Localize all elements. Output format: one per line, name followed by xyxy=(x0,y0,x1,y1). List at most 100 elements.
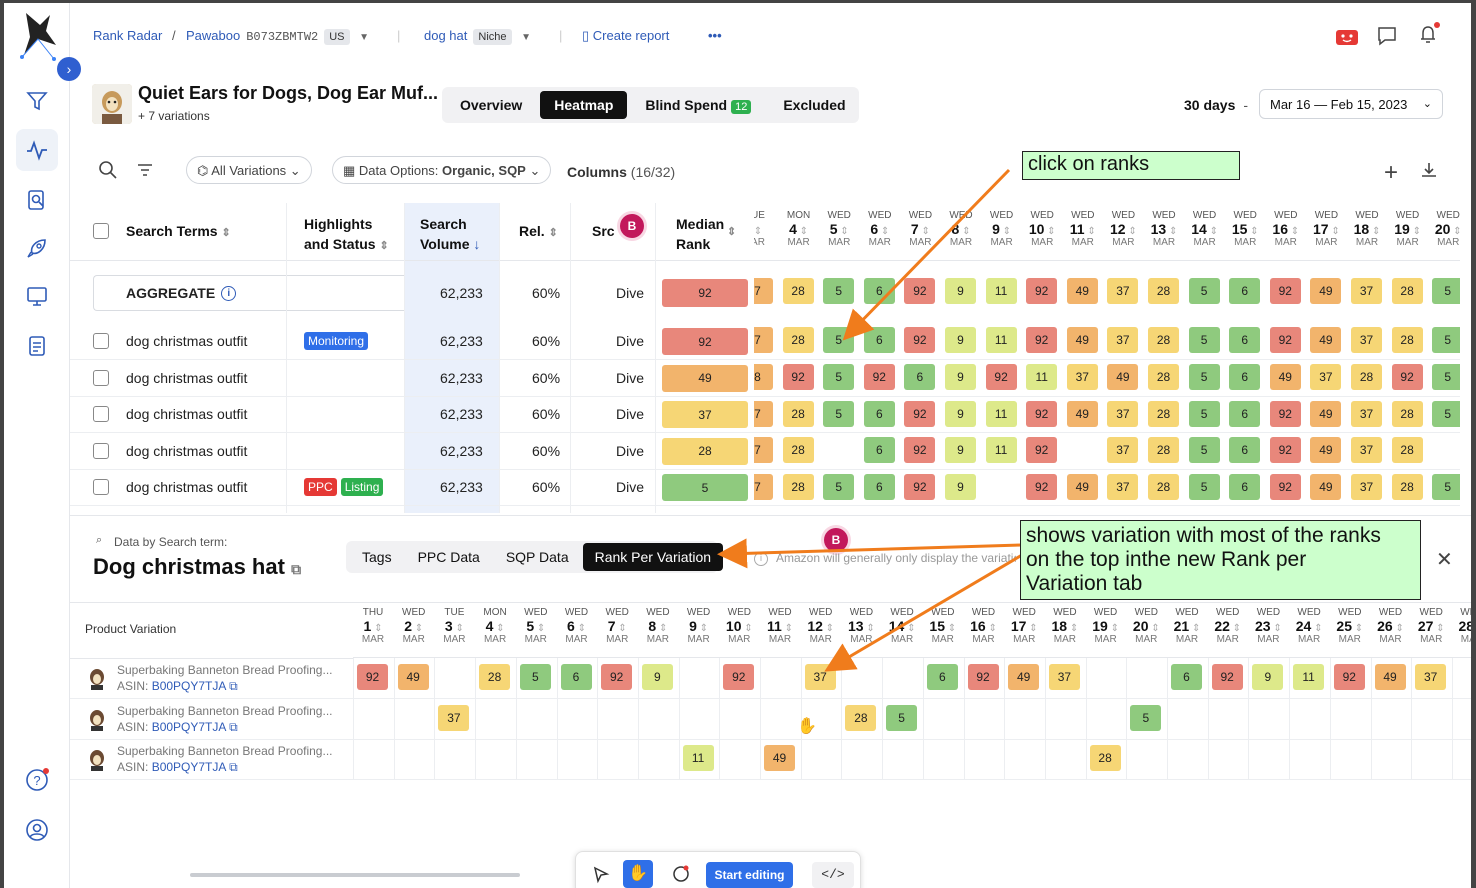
rank-cell[interactable]: 7 xyxy=(754,278,773,304)
data-options-filter[interactable]: ▦ Data Options: Organic, SQP ⌄ xyxy=(332,156,552,184)
row-checkbox[interactable] xyxy=(93,479,109,496)
more-menu-button[interactable]: ••• xyxy=(708,28,722,43)
tab-excluded[interactable]: Excluded xyxy=(783,97,846,113)
rank-cell[interactable]: 92 xyxy=(1026,327,1058,353)
date-column-header[interactable]: WED 22 ⇕ MAR xyxy=(1208,607,1248,645)
rank-cell[interactable]: 11 xyxy=(985,327,1017,353)
rank-cell[interactable]: 37 xyxy=(1107,401,1139,427)
date-column-header[interactable]: WED 14 ⇕ MAR xyxy=(1185,210,1225,248)
external-link-icon[interactable]: ⧉ xyxy=(229,760,238,775)
code-icon[interactable]: </> xyxy=(812,862,854,888)
rank-cell[interactable]: 49 xyxy=(1310,474,1342,500)
rank-cell[interactable]: 92 xyxy=(904,278,936,304)
monitor-icon[interactable] xyxy=(16,275,58,317)
rank-cell[interactable]: 92 xyxy=(863,364,895,390)
variation-rank-cell[interactable]: 9 xyxy=(641,664,673,690)
asin-link[interactable]: B00PQY7TJA xyxy=(151,679,226,693)
rank-cell[interactable]: 37 xyxy=(1107,437,1139,463)
rank-cell[interactable]: 37 xyxy=(1107,327,1139,353)
search-term[interactable]: dog christmas outfit xyxy=(126,479,248,496)
rank-cell[interactable]: 6 xyxy=(863,437,895,463)
variation-row[interactable]: Superbaking Banneton Bread Proofing... AS… xyxy=(70,699,1471,740)
columns-button[interactable]: Columns (16/32) xyxy=(567,164,675,180)
rank-cell[interactable]: 6 xyxy=(1229,327,1261,353)
rank-cell[interactable]: 28 xyxy=(1148,474,1179,500)
date-column-header[interactable]: WED 6 ⇕ MAR xyxy=(860,210,900,248)
variation-name[interactable]: Superbaking Banneton Bread Proofing... xyxy=(117,744,333,759)
tab-tags[interactable]: Tags xyxy=(362,549,392,565)
search-term[interactable]: dog christmas outfit xyxy=(126,333,248,349)
comment-icon[interactable] xyxy=(672,865,690,888)
tab-rank-per-variation[interactable]: Rank Per Variation xyxy=(582,543,724,571)
external-link-icon[interactable]: ⧉ xyxy=(229,679,238,693)
rank-cell[interactable]: 49 xyxy=(1310,437,1342,463)
variation-rank-cell[interactable]: 49 xyxy=(397,664,429,690)
variation-rank-cell[interactable]: 5 xyxy=(519,664,551,690)
sidebar-expand-button[interactable]: › xyxy=(57,57,81,81)
close-icon[interactable]: ✕ xyxy=(1436,549,1453,571)
rank-cell[interactable]: 6 xyxy=(1229,278,1261,304)
date-column-header[interactable]: WED 9 ⇕ MAR xyxy=(982,210,1022,248)
rank-cell[interactable]: 6 xyxy=(904,364,936,390)
search-term[interactable]: dog christmas outfit xyxy=(126,369,248,386)
report-icon[interactable] xyxy=(16,325,58,367)
variation-rank-cell[interactable]: 5 xyxy=(1130,704,1162,731)
rank-cell[interactable]: 28 xyxy=(1351,364,1382,390)
date-column-header[interactable]: TUE 3 ⇕ MAR xyxy=(434,607,474,645)
header-src[interactable]: Src xyxy=(592,223,615,239)
rank-cell[interactable]: 7 xyxy=(754,437,773,463)
add-icon[interactable]: + xyxy=(1384,159,1399,186)
rank-cell[interactable]: 49 xyxy=(1066,327,1098,353)
date-column-header[interactable]: WED 7 ⇕ MAR xyxy=(900,210,940,248)
status-badge[interactable]: Listing xyxy=(340,478,384,497)
rank-cell[interactable]: 49 xyxy=(1066,278,1098,304)
median-rank[interactable]: 49 xyxy=(662,364,748,392)
rank-cell[interactable]: 37 xyxy=(1310,364,1342,390)
rank-cell[interactable]: 49 xyxy=(1310,401,1342,427)
asin-link[interactable]: B00PQY7TJA xyxy=(151,719,226,734)
variation-rank-cell[interactable]: 92 xyxy=(601,664,633,690)
variation-rank-cell[interactable]: 37 xyxy=(804,664,836,690)
rank-cell[interactable]: 5 xyxy=(1432,474,1460,500)
tab-ppc-data[interactable]: PPC Data xyxy=(417,549,480,565)
date-column-header[interactable]: WED 17 ⇕ MAR xyxy=(1306,210,1346,248)
rank-cell[interactable]: 5 xyxy=(1432,278,1460,304)
tab-overview[interactable]: Overview xyxy=(460,97,523,113)
rocket-icon[interactable] xyxy=(16,227,58,269)
chat-icon[interactable] xyxy=(1376,25,1398,52)
variation-rank-cell[interactable]: 6 xyxy=(1171,664,1202,690)
rank-cell[interactable]: 11 xyxy=(985,437,1017,463)
date-column-header[interactable]: WED 24 ⇕ MAR xyxy=(1289,607,1329,645)
rank-cell[interactable]: 49 xyxy=(1310,278,1342,304)
variation-rank-cell[interactable]: 11 xyxy=(1293,664,1325,690)
tab-sqp-data[interactable]: SQP Data xyxy=(505,549,569,565)
rank-cell[interactable]: 9 xyxy=(945,278,976,304)
rank-cell[interactable]: 49 xyxy=(1107,364,1139,390)
variation-rank-cell[interactable]: 37 xyxy=(1415,664,1447,690)
rank-cell[interactable]: 5 xyxy=(1188,401,1220,427)
date-column-header[interactable]: WED 7 ⇕ MAR xyxy=(597,607,637,645)
variation-name[interactable]: Superbaking Banneton Bread Proofing... xyxy=(117,703,333,718)
rank-cell[interactable]: 5 xyxy=(1432,327,1460,353)
date-column-header[interactable]: WED 16 ⇕ MAR xyxy=(964,607,1004,645)
variation-rank-cell[interactable]: 6 xyxy=(926,664,958,690)
date-column-header[interactable]: WED 21 ⇕ MAR xyxy=(1167,607,1207,645)
hand-tool-icon[interactable]: ✋ xyxy=(623,860,653,888)
breadcrumb-brand[interactable]: Pawaboo B073ZBMTW2 US ▼ xyxy=(186,28,369,45)
variation-rank-cell[interactable]: 92 xyxy=(967,664,999,690)
rank-cell[interactable]: 92 xyxy=(1026,401,1058,427)
rank-cell[interactable]: 28 xyxy=(1391,474,1423,500)
date-column-header[interactable]: WED 11 ⇕ MAR xyxy=(760,607,800,645)
select-all-checkbox[interactable] xyxy=(93,223,109,239)
rank-cell[interactable]: 92 xyxy=(1026,278,1058,304)
bell-icon[interactable] xyxy=(1416,21,1442,52)
rank-cell[interactable]: 49 xyxy=(1310,327,1342,353)
product-variations[interactable]: + 7 variations xyxy=(138,109,210,123)
header-highlights[interactable]: Highlights and Status ⇕ xyxy=(304,214,389,256)
rank-cell[interactable]: 92 xyxy=(1026,437,1058,463)
rank-cell[interactable]: 28 xyxy=(1391,437,1423,463)
rank-cell[interactable]: 37 xyxy=(1351,437,1382,463)
header-rel[interactable]: Rel. ⇕ xyxy=(519,223,558,239)
median-rank[interactable]: 92 xyxy=(662,328,748,355)
